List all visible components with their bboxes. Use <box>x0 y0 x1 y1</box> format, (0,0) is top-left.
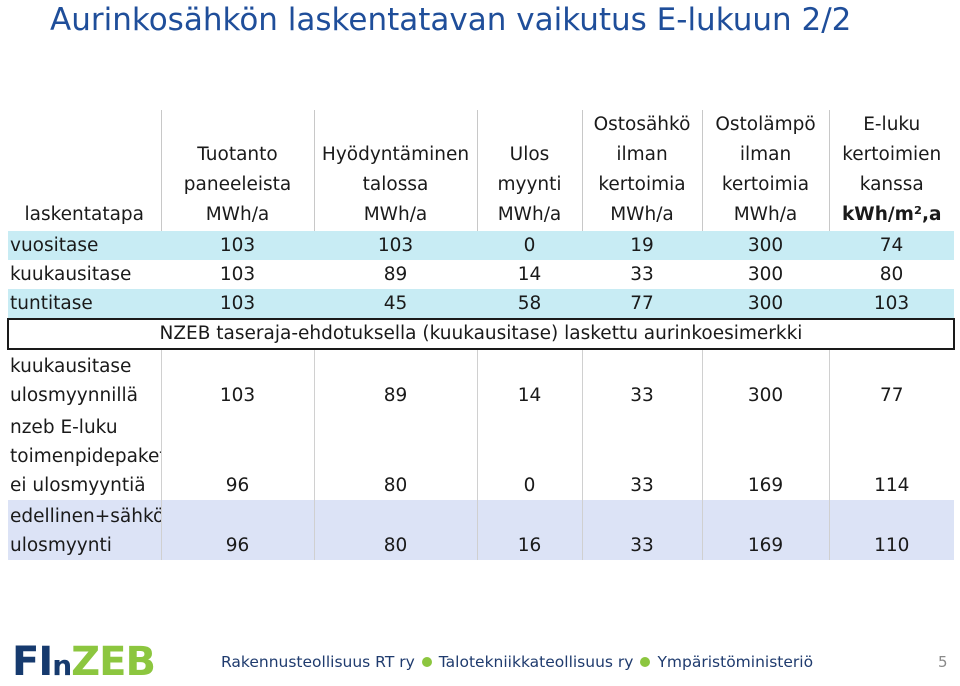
table-cell: 80 <box>829 260 954 289</box>
row-label: edellinen+sähkön ulosmyynti <box>8 500 162 560</box>
table-cell: 74 <box>829 231 954 260</box>
table-cell: 103 <box>161 260 314 289</box>
table-cell: 14 <box>477 260 582 289</box>
table-row: kuukausitase 103 89 14 33 300 80 <box>8 260 954 289</box>
table-row: kuukausitase ulosmyynnillä 103 89 14 33 3… <box>8 349 954 410</box>
header-cell: E-luku kertoimien kanssa kWh/m²,a <box>841 114 942 225</box>
note-text: NZEB taseraja-ehdotuksella (kuukausitase… <box>7 318 955 350</box>
slide-title: Aurinkosähkön laskentatavan vaikutus E-l… <box>50 2 852 38</box>
table-cell: 0 <box>477 231 582 260</box>
partner-name: Ympäristöministeriö <box>657 653 814 671</box>
table-cell: 19 <box>582 231 702 260</box>
table-cell: 103 <box>314 231 477 260</box>
table-cell: 80 <box>314 500 478 560</box>
table-cell: 169 <box>702 500 830 560</box>
table-cell: 89 <box>314 260 477 289</box>
row-label: kuukausitase ulosmyynnillä <box>8 349 162 410</box>
table-cell: 300 <box>702 260 829 289</box>
footer: FInZEB Rakennusteollisuus RT ry Talotekni… <box>0 640 960 686</box>
table-cell: 80 <box>314 410 478 500</box>
table-row: tuntitase 103 45 58 77 300 103 <box>8 289 954 319</box>
header-cell: Ulos myynti MWh/a <box>477 110 583 231</box>
page-number: 5 <box>938 653 948 671</box>
finzeb-logo: FInZEB <box>12 639 156 685</box>
table-cell: 16 <box>477 500 583 560</box>
table-cell: 110 <box>829 500 954 560</box>
table-row: edellinen+sähkön ulosmyynti 96 80 16 33 1… <box>8 500 954 560</box>
table-row: vuositase 103 103 0 19 300 74 <box>8 231 954 260</box>
table-cell: 33 <box>582 260 702 289</box>
table-cell: 33 <box>582 410 703 500</box>
table-cell: 103 <box>161 231 314 260</box>
table-cell: 103 <box>829 289 954 319</box>
partner-name: Talotekniikkateollisuus ry <box>438 653 634 671</box>
table-row: nzeb E-lukutoimenpidepakettiei ulosmyynt… <box>8 410 954 500</box>
table-cell: 58 <box>477 289 582 319</box>
row-label: kuukausitase <box>8 260 161 289</box>
header-cell: laskentatapa <box>8 110 162 231</box>
bullet-icon <box>640 657 651 667</box>
table-cell: 14 <box>477 349 583 410</box>
header-cell: Ostosähkö ilman kertoimia MWh/a <box>582 110 703 231</box>
table-cell: 33 <box>582 500 703 560</box>
table-cell: 103 <box>161 289 314 319</box>
row-label: tuntitase <box>8 289 161 319</box>
table-cell: 300 <box>702 289 829 319</box>
header-row: laskentatapa Tuotanto paneeleista MWh/a Hy… <box>8 110 954 231</box>
table-cell: 89 <box>314 349 478 410</box>
table-cell: 0 <box>477 410 583 500</box>
table-cell: 300 <box>702 231 829 260</box>
header-cell: Ostolämpö ilman kertoimia MWh/a <box>702 110 830 231</box>
table-cell: 77 <box>582 289 702 319</box>
results-table: laskentatapa Tuotanto paneeleista MWh/a Hy… <box>7 110 955 560</box>
table-cell: 77 <box>829 349 954 410</box>
table-cell: 169 <box>702 410 830 500</box>
table-cell: 33 <box>582 349 703 410</box>
table-cell: 114 <box>829 410 954 500</box>
bullet-icon <box>421 657 432 667</box>
header-cell: Tuotanto paneeleista MWh/a <box>161 110 315 231</box>
table-cell: 96 <box>161 500 315 560</box>
header-cell: Hyödyntäminen talossa MWh/a <box>314 110 478 231</box>
note-row: NZEB taseraja-ehdotuksella (kuukausitase… <box>7 318 955 350</box>
partner-list: Rakennusteollisuus RT ry Talotekniikkateo… <box>221 653 813 671</box>
partner-name: Rakennusteollisuus RT ry <box>221 653 415 671</box>
table-cell: 96 <box>161 410 315 500</box>
table-cell: 45 <box>314 289 477 319</box>
row-label: nzeb E-lukutoimenpidepakettiei ulosmyynt… <box>8 410 162 500</box>
table-cell: 300 <box>702 349 830 410</box>
table-cell: 103 <box>161 349 315 410</box>
row-label: vuositase <box>8 231 161 260</box>
